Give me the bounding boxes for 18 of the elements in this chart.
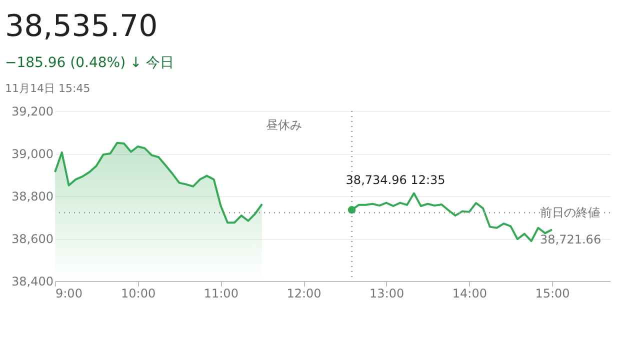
y-tick-label: 38,600 (12, 232, 54, 246)
annotation: 38,734.96 12:35 (346, 172, 446, 187)
ref-line-label: 前日の終値 38,721.66 (540, 206, 602, 247)
x-tick-label: 13:00 (370, 286, 404, 300)
x-tick-label: 12:00 (286, 286, 322, 300)
text: 11月14日 15:45 (5, 82, 90, 95)
y-tick-label: 38,800 (12, 190, 54, 204)
chart-title: 38,535.70 (5, 9, 158, 44)
chart-subtitle: −185.96 (0.48%) ↓ 今日 (5, 55, 174, 71)
x-tick-label: 10:00 (121, 286, 156, 300)
y-tick-label: 39,000 (12, 147, 54, 161)
x-tick-label: 9:00 (56, 286, 82, 300)
x-tick-label: 11:00 (204, 286, 238, 300)
y-tick-label: 38,400 (12, 274, 54, 288)
x-tick-label: 14:00 (452, 286, 487, 300)
y-tick-label: 39,200 (12, 104, 54, 118)
annotation: 昼休み (266, 118, 302, 132)
x-tick-label: 15:00 (535, 286, 570, 300)
